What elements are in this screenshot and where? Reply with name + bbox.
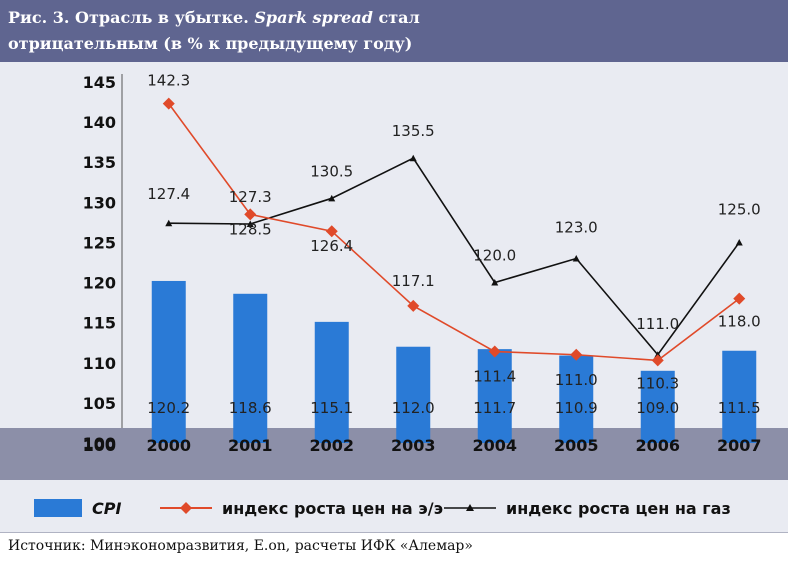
gas-triangle-marker (246, 220, 254, 227)
x-tick-label: 2003 (391, 436, 436, 455)
gas-triangle-marker (328, 194, 336, 202)
legend-gas-marker (466, 504, 474, 511)
cpi-value-label: 110.9 (555, 399, 598, 417)
y-tick-label: 140 (83, 113, 116, 132)
electricity-value-label: 111.4 (473, 368, 516, 386)
gas-value-label: 120.0 (473, 247, 516, 265)
electricity-value-label: 117.1 (392, 272, 435, 290)
gas-value-label: 111.0 (636, 315, 679, 333)
y-tick-label: 100 (83, 434, 116, 453)
electricity-diamond-marker (162, 97, 175, 110)
electricity-diamond-marker (325, 225, 338, 238)
y-tick-label: 125 (83, 233, 116, 252)
cpi-bar (151, 280, 186, 443)
electricity-diamond-marker (407, 299, 420, 312)
cpi-bar (396, 346, 431, 443)
x-tick-label: 2002 (309, 436, 354, 455)
cpi-bars (151, 280, 757, 443)
cpi-value-label: 111.7 (473, 399, 516, 417)
electricity-value-label: 126.4 (310, 237, 353, 255)
cpi-value-label: 118.6 (229, 399, 272, 417)
gas-triangle-marker (735, 238, 743, 246)
cpi-value-label: 120.2 (147, 399, 190, 417)
gas-value-label: 135.5 (392, 122, 435, 140)
x-tick-label: 2007 (717, 436, 762, 455)
gas-triangle-marker (165, 219, 173, 227)
x-tick-label: 2001 (228, 436, 273, 455)
y-tick-label: 120 (83, 274, 116, 293)
cpi-bar (640, 370, 675, 443)
gas-value-label: 127.3 (229, 188, 272, 206)
cpi-bar (559, 355, 594, 443)
electricity-value-label: 111.0 (555, 371, 598, 389)
chart-title-line-1: Рис. 3. Отрасль в убытке. Spark spread с… (8, 8, 420, 27)
y-tick-label: 130 (83, 193, 116, 212)
source-note: Источник: Минэкономразвития, E.on, расче… (8, 538, 473, 554)
title-rest: стал (372, 8, 420, 27)
legend-gas-label: индекс роста цен на газ (506, 499, 731, 518)
y-tick-label: 105 (83, 394, 116, 413)
electricity-value-label: 128.5 (229, 220, 272, 238)
electricity-diamond-marker (651, 354, 664, 367)
y-tick-label: 145 (83, 73, 116, 92)
legend: CPI индекс роста цен на э/э индекс роста ц… (34, 499, 731, 518)
legend-electricity-marker (180, 502, 192, 514)
electricity-price-line (168, 103, 740, 362)
legend-electricity-label: индекс роста цен на э/э (222, 499, 443, 518)
gas-triangle-marker (409, 154, 417, 162)
y-tick-label: 115 (83, 314, 116, 333)
cpi-bar (233, 293, 268, 443)
cpi-value-label: 109.0 (636, 399, 679, 417)
cpi-value-label: 115.1 (310, 399, 353, 417)
electricity-value-label: 110.3 (636, 374, 679, 392)
gas-value-label: 123.0 (555, 218, 598, 236)
x-tick-label: 2006 (635, 436, 680, 455)
y-axis: 145 140 135 130 125 120 115 110 105 100 (83, 73, 123, 453)
gas-triangle-marker (572, 254, 580, 262)
gas-value-label: 127.4 (147, 185, 190, 203)
y-tick-label: 135 (83, 153, 116, 172)
x-axis: 100 2000 2001 2002 2003 2004 2005 2006 2007 (83, 436, 762, 455)
electricity-value-label: 118.0 (718, 313, 761, 331)
gas-triangle-marker (491, 279, 499, 286)
cpi-value-label: 111.5 (718, 399, 761, 417)
series-lines (162, 97, 746, 367)
cpi-value-label: 112.0 (392, 399, 435, 417)
gas-value-label: 125.0 (718, 200, 761, 218)
data-labels: 120.2 118.6 115.1 112.0 111.7 110.9 109.0 111.5… (147, 72, 760, 417)
electricity-diamond-marker (570, 348, 583, 361)
electricity-diamond-marker (733, 292, 746, 305)
legend-cpi-swatch (34, 499, 82, 517)
x-tick-label: 2000 (146, 436, 191, 455)
x-tick-label: 2004 (472, 436, 517, 455)
title-italic: Spark spread (254, 8, 373, 27)
title-prefix: Рис. 3. Отрасль в убытке. (8, 8, 255, 27)
legend-cpi-label: CPI (92, 499, 121, 518)
y-tick-label: 110 (83, 354, 116, 373)
gas-price-line (168, 157, 740, 357)
chart-header: Рис. 3. Отрасль в убытке. Spark spread с… (0, 0, 788, 62)
legend-area (0, 480, 788, 532)
source-footer: Источник: Минэкономразвития, E.on, расче… (0, 532, 788, 561)
cpi-bar (314, 321, 349, 443)
cpi-bar (477, 349, 512, 443)
x-tick-label: 2005 (554, 436, 599, 455)
electricity-diamond-marker (244, 208, 257, 221)
cpi-bar (722, 350, 757, 443)
electricity-value-label: 142.3 (147, 72, 190, 90)
chart-title-line-2: отрицательным (в % к предыдущему году) (8, 34, 413, 53)
electricity-diamond-marker (488, 345, 501, 358)
gas-value-label: 130.5 (310, 162, 353, 180)
y-tick-label-base: 100 (83, 436, 116, 455)
